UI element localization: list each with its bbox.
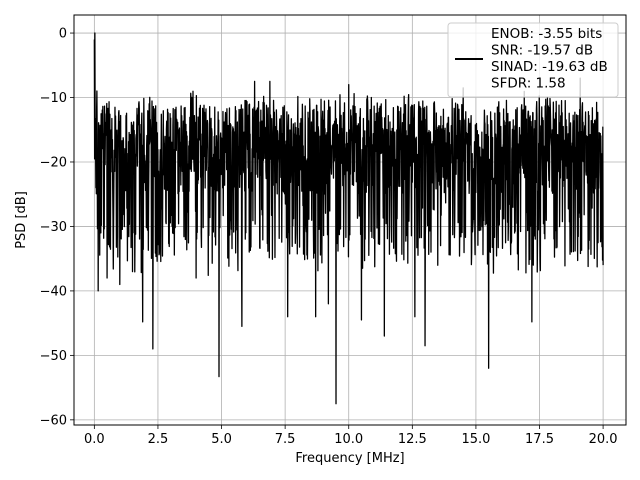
y-axis-label: PSD [dB]: [14, 191, 29, 249]
y-tick-label: −60: [40, 413, 67, 428]
x-tick-label: 10.0: [334, 432, 363, 447]
x-tick-label: 20.0: [589, 432, 618, 447]
axes-frame: [73, 14, 627, 426]
legend-box: [447, 22, 619, 98]
y-tick-label: 0: [59, 27, 67, 42]
legend-line-text: ENOB: -3.55 bits: [491, 26, 602, 42]
data-layer: [93, 32, 604, 405]
x-tick-label: 2.5: [148, 432, 169, 447]
y-tick-label: −20: [40, 155, 67, 170]
x-tick-label: 15.0: [461, 432, 490, 447]
legend-line-text: SINAD: -19.63 dB: [491, 59, 608, 75]
psd-series-line: [93, 32, 604, 405]
x-tick-label: 0.0: [84, 432, 105, 447]
legend: ENOB: -3.55 bits SNR: -19.57 dB SINAD: -19…: [447, 22, 619, 98]
legend-label: ENOB: -3.55 bits SNR: -19.57 dB SINAD: -19…: [491, 26, 608, 92]
x-axis-label: Frequency [MHz]: [295, 451, 404, 466]
x-tick-label: 12.5: [398, 432, 427, 447]
x-tick-label: 5.0: [211, 432, 232, 447]
y-tick-label: −40: [40, 284, 67, 299]
x-tick-label: 7.5: [275, 432, 296, 447]
legend-line-text: SNR: -19.57 dB: [491, 43, 593, 59]
x-tick-label: 17.5: [525, 432, 554, 447]
legend-line-text: SFDR: 1.58: [491, 76, 566, 92]
y-tick-label: −10: [40, 91, 67, 106]
ticks: 0.0 2.5 5.0 7.5 10.0 12.5 15.0 17.5 20.0 0 −10 −20 −…: [40, 27, 618, 447]
y-tick-label: −50: [40, 349, 67, 364]
y-tick-label: −30: [40, 220, 67, 235]
